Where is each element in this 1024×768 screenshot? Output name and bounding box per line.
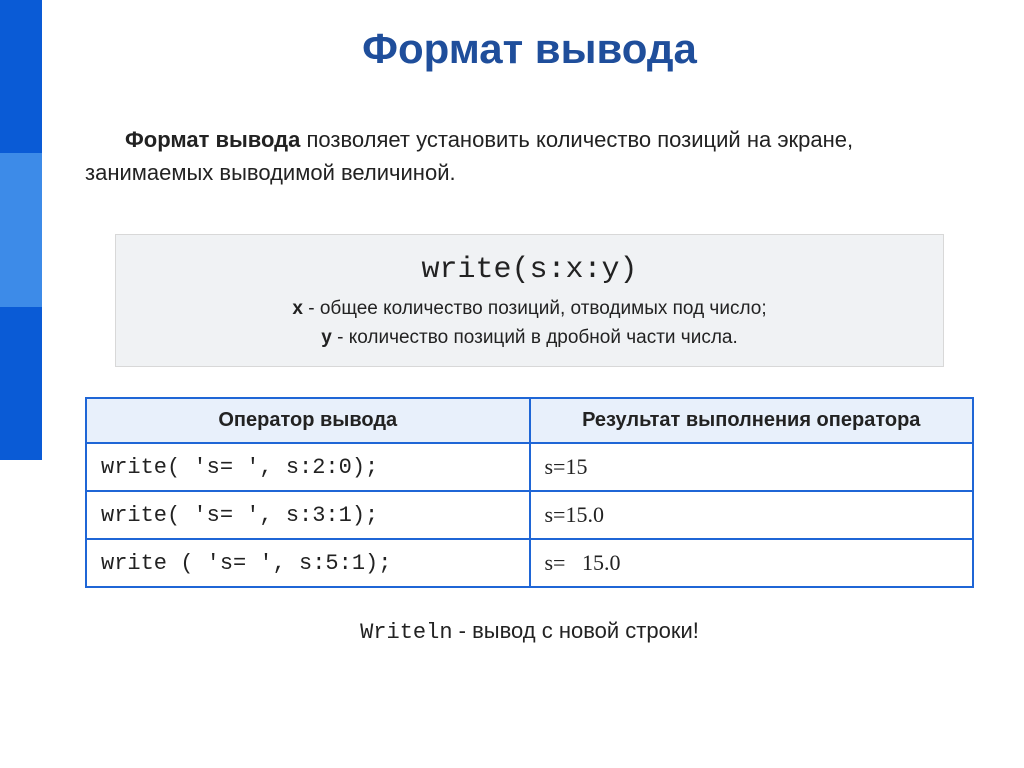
stripe-segment — [0, 0, 42, 153]
footer-rest: - вывод с новой строки! — [453, 618, 699, 643]
page-title: Формат вывода — [85, 25, 974, 73]
param-y: y — [321, 327, 332, 348]
cell-operator: write ( 's= ', s:5:1); — [86, 539, 530, 587]
footer-note: Writeln - вывод с новой строки! — [85, 618, 974, 645]
code-desc-line2: y - количество позиций в дробной части ч… — [136, 324, 923, 353]
table-row: write( 's= ', s:2:0); s=15 — [86, 443, 973, 491]
intro-paragraph: Формат вывода позволяет установить колич… — [85, 123, 974, 189]
stripe-segment — [0, 307, 42, 460]
param-x-desc: - общее количество позиций, отводимых по… — [303, 298, 767, 319]
cell-result: s=15 — [530, 443, 974, 491]
table-row: write ( 's= ', s:5:1); s= 15.0 — [86, 539, 973, 587]
param-x: x — [292, 298, 303, 319]
code-syntax: write(s:x:y) — [136, 253, 923, 287]
cell-operator: write( 's= ', s:3:1); — [86, 491, 530, 539]
writeln-keyword: Writeln — [360, 620, 452, 645]
param-y-desc: - количество позиций в дробной части чис… — [332, 327, 738, 348]
cell-result: s=15.0 — [530, 491, 974, 539]
col-header-result: Результат выполнения оператора — [530, 398, 974, 443]
cell-operator: write( 's= ', s:2:0); — [86, 443, 530, 491]
col-header-operator: Оператор вывода — [86, 398, 530, 443]
table-body: write( 's= ', s:2:0); s=15 write( 's= ',… — [86, 443, 973, 587]
examples-table: Оператор вывода Результат выполнения опе… — [85, 397, 974, 588]
cell-result: s= 15.0 — [530, 539, 974, 587]
table-row: write( 's= ', s:3:1); s=15.0 — [86, 491, 973, 539]
stripe-segment — [0, 153, 42, 306]
code-desc-line1: x - общее количество позиций, отводимых … — [136, 295, 923, 324]
intro-bold: Формат вывода — [125, 127, 300, 152]
slide-content: Формат вывода Формат вывода позволяет ус… — [55, 0, 1004, 768]
code-panel: write(s:x:y) x - общее количество позици… — [115, 234, 944, 367]
left-accent-stripe — [0, 0, 42, 460]
